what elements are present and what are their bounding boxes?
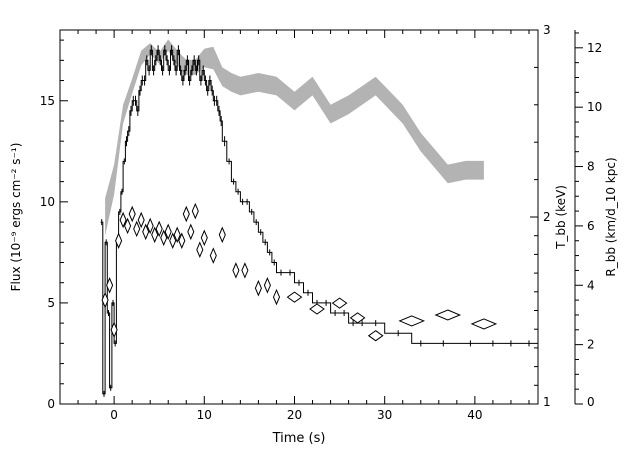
radius-diamond (164, 223, 172, 241)
x-tick-label: 20 (287, 408, 302, 422)
y-right-inner-tick-label: 3 (543, 23, 551, 37)
radius-diamond (133, 220, 141, 238)
x-axis-label: Time (s) (272, 431, 326, 446)
radius-diamond (101, 291, 109, 309)
radius-diamonds-layer (101, 202, 498, 342)
radius-diamond (200, 229, 208, 247)
radius-diamond (187, 223, 195, 241)
radius-diamond (128, 205, 136, 223)
y-axis-right-inner-label: T_bb (keV) (554, 185, 568, 250)
radius-diamond (241, 262, 249, 279)
radius-diamond (272, 288, 281, 306)
y-right-inner-tick-label: 2 (543, 210, 551, 224)
y-axis-right-outer-label: R_bb (km/d_10 kpc) (604, 157, 618, 276)
radius-diamond (160, 229, 168, 247)
radius-diamond (110, 321, 118, 339)
radius-diamond (398, 315, 426, 327)
radius-diamond (106, 277, 114, 294)
radius-diamond (470, 318, 498, 330)
radius-diamond (196, 241, 204, 258)
x-tick-label: 0 (110, 408, 118, 422)
radius-diamond (124, 217, 132, 235)
radius-diamond (263, 277, 271, 294)
y-right-outer-tick-label: 2 (587, 338, 595, 352)
radius-diamond (286, 291, 303, 303)
radius-diamond (173, 226, 181, 244)
y-left-tick-label: 5 (47, 296, 55, 310)
radius-diamond (115, 232, 123, 249)
radius-diamond (155, 220, 163, 238)
y-left-tick-label: 0 (47, 397, 55, 411)
y-right-outer-tick-label: 10 (587, 100, 602, 114)
flux-histogram-layer (100, 45, 538, 397)
temperature-band (105, 39, 484, 236)
radius-diamond (367, 330, 384, 342)
x-tick-label: 10 (197, 408, 212, 422)
y-left-tick-label: 10 (40, 195, 55, 209)
radius-diamond (209, 247, 217, 264)
y-left-tick-label: 15 (40, 94, 55, 108)
radius-diamond (331, 297, 348, 309)
y-right-outer-tick-label: 8 (587, 160, 595, 174)
y-right-outer-tick-label: 6 (587, 219, 595, 233)
radius-diamond (178, 232, 186, 249)
radius-diamond (349, 312, 366, 324)
radius-diamond (218, 226, 226, 244)
radius-diamond (309, 303, 325, 315)
radius-diamond (169, 232, 177, 249)
x-tick-label: 40 (467, 408, 482, 422)
temperature-band-layer (105, 39, 484, 236)
radius-diamond (151, 226, 159, 244)
radius-diamond (232, 262, 240, 279)
radius-diamond (434, 309, 462, 321)
x-tick-label: 30 (377, 408, 392, 422)
radius-diamond (254, 279, 262, 297)
axis-labels-layer: Time (s) Flux (10⁻⁹ ergs cm⁻² s⁻¹) T_bb … (9, 143, 618, 446)
y-right-inner-tick-label: 1 (543, 395, 551, 409)
radius-diamond (119, 211, 127, 229)
y-right-outer-tick-label: 12 (587, 41, 602, 55)
y-right-outer-tick-label: 0 (587, 395, 595, 409)
radius-diamond (146, 217, 154, 235)
radius-diamond (191, 202, 199, 220)
y-axis-left-label: Flux (10⁻⁹ ergs cm⁻² s⁻¹) (9, 143, 23, 292)
y-right-outer-tick-label: 4 (587, 278, 595, 292)
radius-diamond (182, 205, 190, 223)
radius-diamond (137, 211, 145, 229)
radius-diamond (142, 223, 150, 241)
